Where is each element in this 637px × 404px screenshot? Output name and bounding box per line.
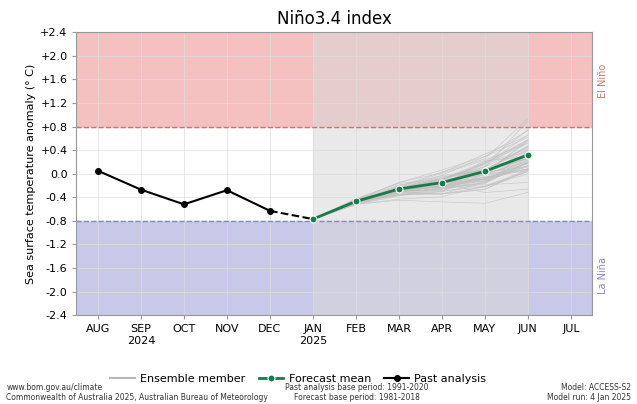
Text: Model: ACCESS-S2
Model run: 4 Jan 2025: Model: ACCESS-S2 Model run: 4 Jan 2025 [547,383,631,402]
Bar [76,32,592,126]
Bar [76,221,592,315]
Text: www.bom.gov.au/climate
Commonwealth of Australia 2025, Australian Bureau of Mete: www.bom.gov.au/climate Commonwealth of A… [6,383,268,402]
Legend: Ensemble member, Forecast mean, Past analysis: Ensemble member, Forecast mean, Past ana… [106,370,491,389]
Text: Past analysis base period: 1991-2020
Forecast base period: 1981-2018: Past analysis base period: 1991-2020 For… [285,383,429,402]
Text: La Niña: La Niña [598,257,608,294]
Bar [313,32,528,315]
Title: Niño3.4 index: Niño3.4 index [277,10,392,28]
Text: El Niño: El Niño [598,63,608,97]
Y-axis label: Sea surface temperature anomaly (° C): Sea surface temperature anomaly (° C) [26,63,36,284]
